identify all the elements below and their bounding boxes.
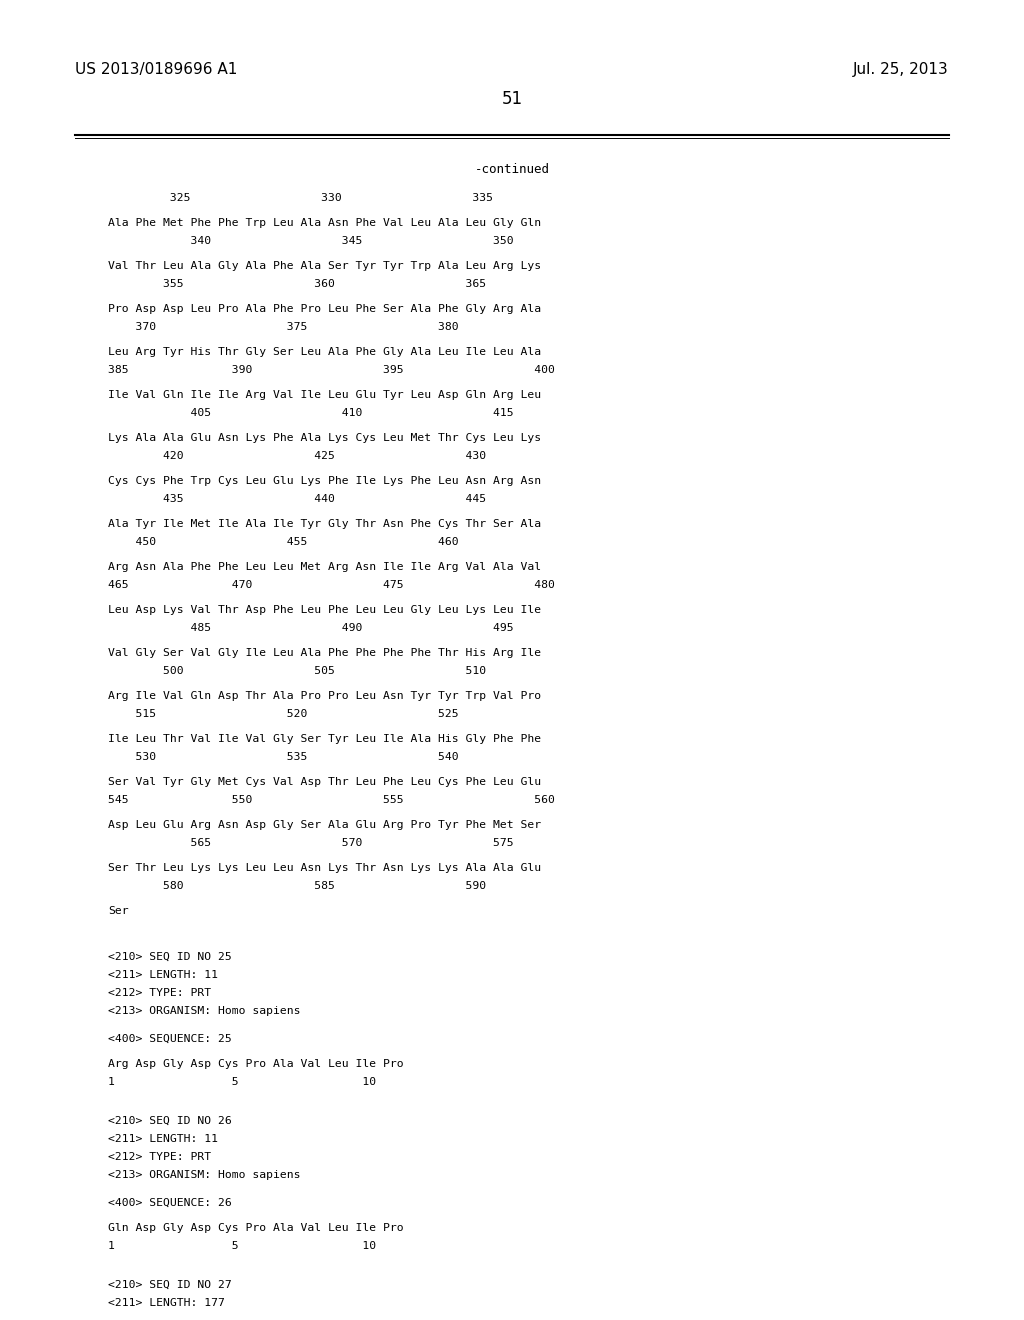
Text: 405                   410                   415: 405 410 415: [108, 408, 514, 418]
Text: Cys Cys Phe Trp Cys Leu Glu Lys Phe Ile Lys Phe Leu Asn Arg Asn: Cys Cys Phe Trp Cys Leu Glu Lys Phe Ile …: [108, 477, 541, 486]
Text: Val Thr Leu Ala Gly Ala Phe Ala Ser Tyr Tyr Trp Ala Leu Arg Lys: Val Thr Leu Ala Gly Ala Phe Ala Ser Tyr …: [108, 261, 541, 271]
Text: Arg Ile Val Gln Asp Thr Ala Pro Pro Leu Asn Tyr Tyr Trp Val Pro: Arg Ile Val Gln Asp Thr Ala Pro Pro Leu …: [108, 690, 541, 701]
Text: Leu Arg Tyr His Thr Gly Ser Leu Ala Phe Gly Ala Leu Ile Leu Ala: Leu Arg Tyr His Thr Gly Ser Leu Ala Phe …: [108, 347, 541, 356]
Text: <400> SEQUENCE: 26: <400> SEQUENCE: 26: [108, 1199, 231, 1208]
Text: Ser Val Tyr Gly Met Cys Val Asp Thr Leu Phe Leu Cys Phe Leu Glu: Ser Val Tyr Gly Met Cys Val Asp Thr Leu …: [108, 777, 541, 787]
Text: Jul. 25, 2013: Jul. 25, 2013: [853, 62, 949, 77]
Text: <212> TYPE: PRT: <212> TYPE: PRT: [108, 1152, 211, 1162]
Text: Ser: Ser: [108, 906, 129, 916]
Text: Leu Asp Lys Val Thr Asp Phe Leu Phe Leu Leu Gly Leu Lys Leu Ile: Leu Asp Lys Val Thr Asp Phe Leu Phe Leu …: [108, 605, 541, 615]
Text: Gln Asp Gly Asp Cys Pro Ala Val Leu Ile Pro: Gln Asp Gly Asp Cys Pro Ala Val Leu Ile …: [108, 1224, 403, 1233]
Text: <213> ORGANISM: Homo sapiens: <213> ORGANISM: Homo sapiens: [108, 1006, 300, 1016]
Text: 450                   455                   460: 450 455 460: [108, 537, 459, 546]
Text: Val Gly Ser Val Gly Ile Leu Ala Phe Phe Phe Phe Thr His Arg Ile: Val Gly Ser Val Gly Ile Leu Ala Phe Phe …: [108, 648, 541, 657]
Text: US 2013/0189696 A1: US 2013/0189696 A1: [75, 62, 238, 77]
Text: Ser Thr Leu Lys Lys Leu Leu Asn Lys Thr Asn Lys Lys Ala Ala Glu: Ser Thr Leu Lys Lys Leu Leu Asn Lys Thr …: [108, 863, 541, 873]
Text: <213> ORGANISM: Homo sapiens: <213> ORGANISM: Homo sapiens: [108, 1170, 300, 1180]
Text: 500                   505                   510: 500 505 510: [108, 667, 486, 676]
Text: 515                   520                   525: 515 520 525: [108, 709, 459, 719]
Text: 465               470                   475                   480: 465 470 475 480: [108, 579, 555, 590]
Text: 325                   330                   335: 325 330 335: [108, 193, 493, 203]
Text: 580                   585                   590: 580 585 590: [108, 880, 486, 891]
Text: 340                   345                   350: 340 345 350: [108, 236, 514, 246]
Text: 51: 51: [502, 90, 522, 108]
Text: 1                 5                  10: 1 5 10: [108, 1077, 376, 1086]
Text: 530                   535                   540: 530 535 540: [108, 752, 459, 762]
Text: Arg Asn Ala Phe Phe Leu Leu Met Arg Asn Ile Ile Arg Val Ala Val: Arg Asn Ala Phe Phe Leu Leu Met Arg Asn …: [108, 562, 541, 572]
Text: <212> TYPE: PRT: <212> TYPE: PRT: [108, 987, 211, 998]
Text: 420                   425                   430: 420 425 430: [108, 451, 486, 461]
Text: Ala Phe Met Phe Phe Trp Leu Ala Asn Phe Val Leu Ala Leu Gly Gln: Ala Phe Met Phe Phe Trp Leu Ala Asn Phe …: [108, 218, 541, 228]
Text: <211> LENGTH: 177: <211> LENGTH: 177: [108, 1298, 225, 1308]
Text: Asp Leu Glu Arg Asn Asp Gly Ser Ala Glu Arg Pro Tyr Phe Met Ser: Asp Leu Glu Arg Asn Asp Gly Ser Ala Glu …: [108, 820, 541, 830]
Text: 370                   375                   380: 370 375 380: [108, 322, 459, 333]
Text: Arg Asp Gly Asp Cys Pro Ala Val Leu Ile Pro: Arg Asp Gly Asp Cys Pro Ala Val Leu Ile …: [108, 1059, 403, 1069]
Text: <210> SEQ ID NO 27: <210> SEQ ID NO 27: [108, 1280, 231, 1290]
Text: <400> SEQUENCE: 25: <400> SEQUENCE: 25: [108, 1034, 231, 1044]
Text: Pro Asp Asp Leu Pro Ala Phe Pro Leu Phe Ser Ala Phe Gly Arg Ala: Pro Asp Asp Leu Pro Ala Phe Pro Leu Phe …: [108, 304, 541, 314]
Text: Ala Tyr Ile Met Ile Ala Ile Tyr Gly Thr Asn Phe Cys Thr Ser Ala: Ala Tyr Ile Met Ile Ala Ile Tyr Gly Thr …: [108, 519, 541, 529]
Text: -continued: -continued: [474, 162, 550, 176]
Text: 355                   360                   365: 355 360 365: [108, 279, 486, 289]
Text: <210> SEQ ID NO 25: <210> SEQ ID NO 25: [108, 952, 231, 962]
Text: 435                   440                   445: 435 440 445: [108, 494, 486, 504]
Text: Lys Ala Ala Glu Asn Lys Phe Ala Lys Cys Leu Met Thr Cys Leu Lys: Lys Ala Ala Glu Asn Lys Phe Ala Lys Cys …: [108, 433, 541, 444]
Text: <211> LENGTH: 11: <211> LENGTH: 11: [108, 970, 218, 979]
Text: 485                   490                   495: 485 490 495: [108, 623, 514, 634]
Text: 565                   570                   575: 565 570 575: [108, 838, 514, 847]
Text: 1                 5                  10: 1 5 10: [108, 1241, 376, 1251]
Text: 545               550                   555                   560: 545 550 555 560: [108, 795, 555, 805]
Text: Ile Leu Thr Val Ile Val Gly Ser Tyr Leu Ile Ala His Gly Phe Phe: Ile Leu Thr Val Ile Val Gly Ser Tyr Leu …: [108, 734, 541, 744]
Text: <211> LENGTH: 11: <211> LENGTH: 11: [108, 1134, 218, 1144]
Text: 385               390                   395                   400: 385 390 395 400: [108, 366, 555, 375]
Text: Ile Val Gln Ile Ile Arg Val Ile Leu Glu Tyr Leu Asp Gln Arg Leu: Ile Val Gln Ile Ile Arg Val Ile Leu Glu …: [108, 389, 541, 400]
Text: <210> SEQ ID NO 26: <210> SEQ ID NO 26: [108, 1115, 231, 1126]
